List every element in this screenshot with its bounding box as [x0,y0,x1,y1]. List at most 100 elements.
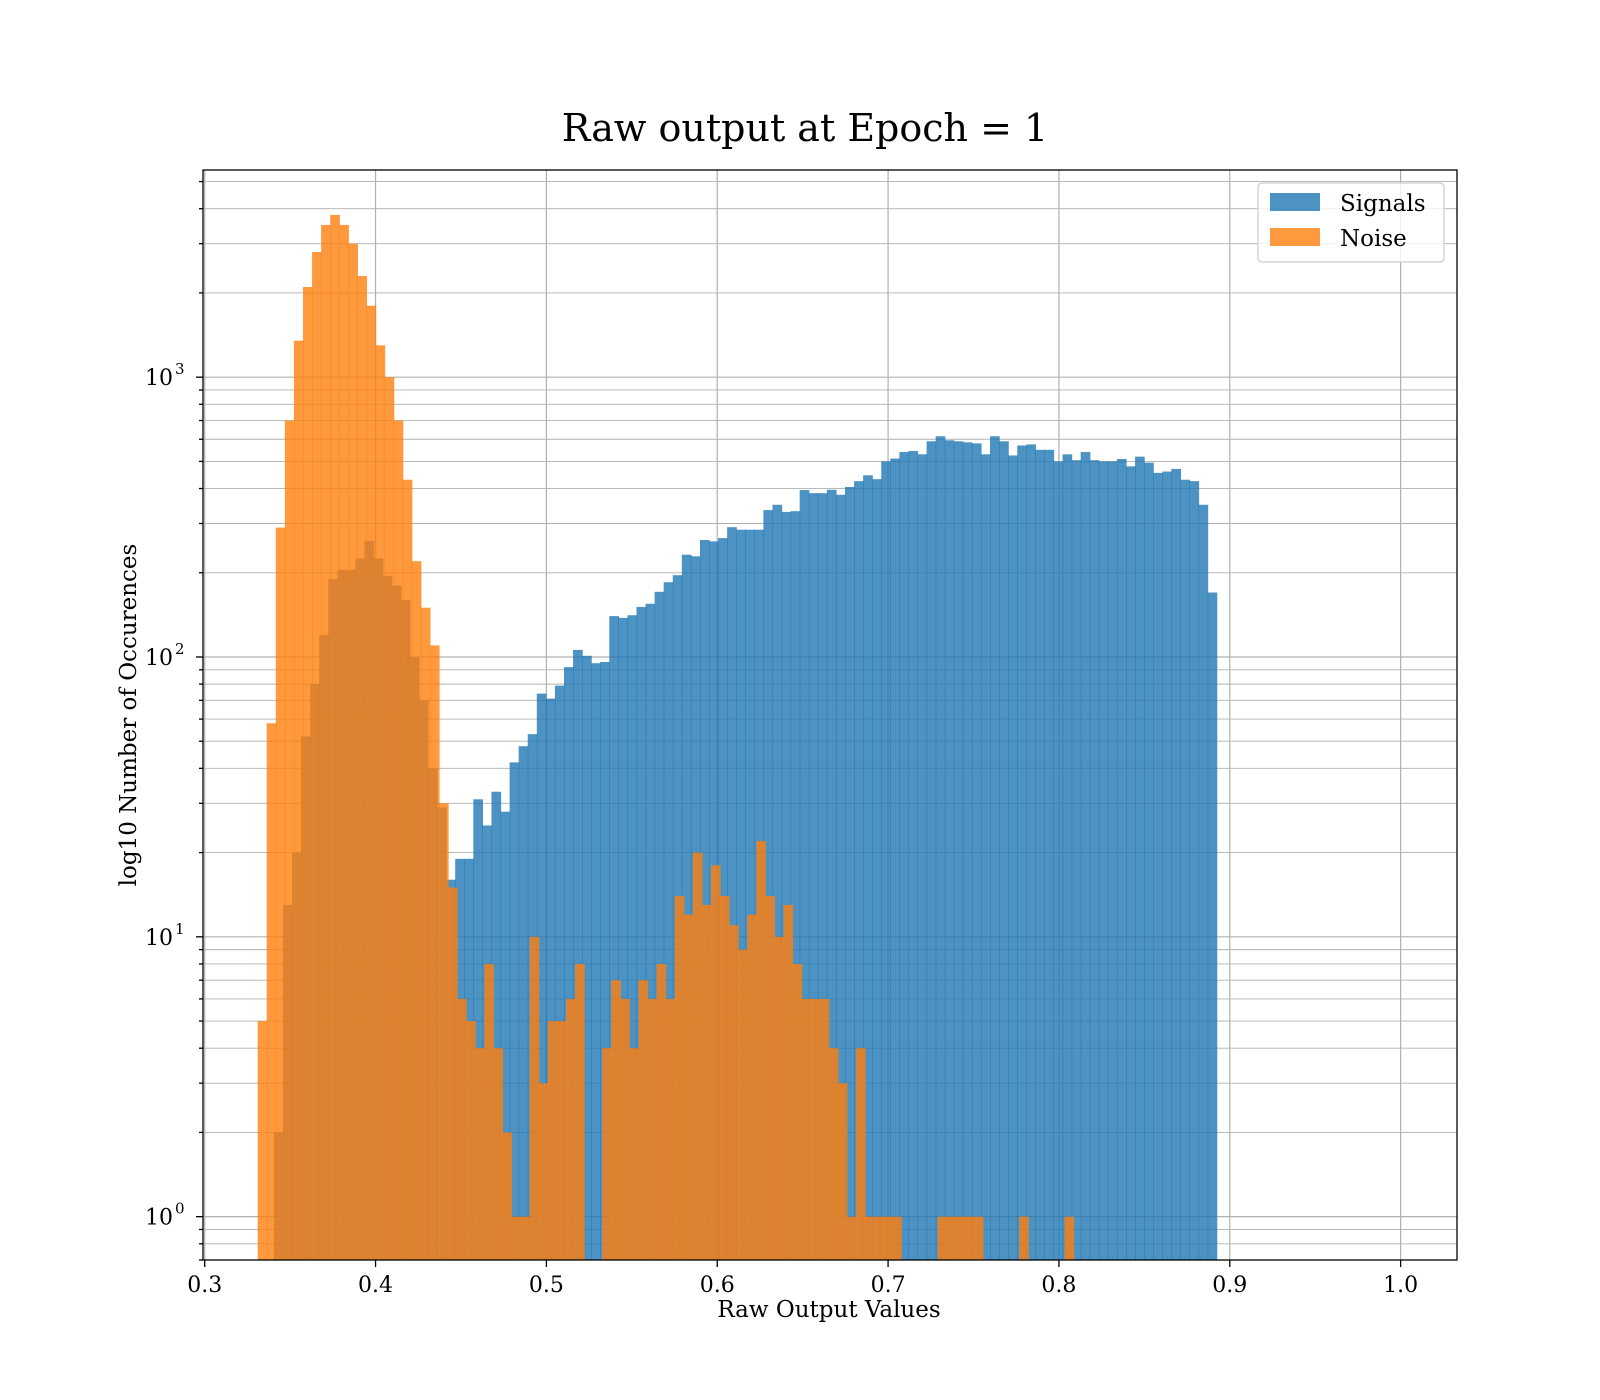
bar-noise [692,852,703,1260]
bar-signals [881,461,891,1260]
x-tick-label: 0.8 [1041,1273,1076,1298]
bar-signals [1026,444,1036,1261]
bar-signals [872,479,882,1260]
bar-signals [618,617,629,1260]
bar-noise [865,1216,875,1260]
bar-noise [284,420,295,1260]
bar-noise [683,914,694,1260]
bar-signals [1189,481,1200,1260]
bar-signals [863,475,873,1261]
bar-noise [674,895,685,1260]
x-tick-label: 0.7 [871,1273,906,1298]
bar-signals [1126,466,1136,1260]
bar-noise [556,1021,567,1260]
bar-signals [1116,459,1127,1260]
bar-signals [745,529,755,1260]
x-tick-label: 0.5 [529,1273,564,1298]
bar-noise [312,252,322,1260]
bar-signals [899,452,910,1260]
bar-signals [1053,461,1064,1260]
bar-noise [792,963,803,1260]
bar-signals [500,811,511,1260]
bar-noise [1064,1216,1075,1260]
bar-noise [828,1048,839,1260]
bar-noise [420,607,431,1260]
bar-signals [1080,452,1091,1260]
bar-noise [837,1083,848,1260]
bar-noise [665,998,676,1260]
bar-noise [710,865,721,1260]
plot-area-border [202,169,1458,1261]
bar-noise [602,1048,612,1260]
bar-signals [554,685,565,1260]
bar-signals [1135,456,1145,1261]
bar-noise [855,1048,866,1260]
bar-signals [699,539,710,1260]
bar-signals [563,667,574,1260]
bar-signals [962,442,973,1261]
bar-signals [509,762,520,1260]
y-tick-exponent: 3 [175,360,185,378]
x-tick-label: 0.6 [700,1273,735,1298]
series-noise [257,214,1075,1261]
bar-signals [980,454,991,1260]
bar-signals [727,527,737,1260]
bar-noise [429,645,440,1260]
bar-signals [790,511,801,1261]
bar-noise [330,214,340,1261]
bar-noise [293,340,304,1260]
bar-signals [1062,454,1073,1260]
x-axis-label: Raw Output Values [717,1297,940,1323]
bar-noise [647,998,658,1260]
bar-noise [348,243,358,1260]
bar-signals [944,440,955,1260]
bar-signals [999,441,1009,1261]
legend-swatch-signals [1270,193,1320,211]
bar-noise [1019,1216,1029,1260]
bar-noise [801,998,812,1260]
y-tick-exponent: 1 [175,920,185,938]
bar-noise [819,998,830,1260]
bar-noise [892,1216,902,1260]
legend-swatch-noise [1270,228,1320,246]
bar-signals [636,606,647,1260]
bar-signals [1198,504,1209,1260]
bar-noise [375,345,386,1260]
bar-noise [937,1216,948,1260]
bar-signals [1089,460,1100,1260]
bar-noise [493,1048,504,1260]
bar-noise [475,1048,485,1260]
bar-signals [917,454,928,1260]
bar-signals [591,663,601,1260]
bar-signals [1153,472,1163,1260]
bar-signals [826,489,837,1260]
bar-noise [357,275,368,1260]
bar-signals [1162,471,1172,1261]
bar-noise [529,936,540,1260]
bar-noise [384,377,395,1260]
y-tick-exponent: 0 [175,1200,185,1218]
bar-signals [663,582,674,1260]
bar-noise [719,895,730,1260]
bar-signals [582,655,592,1260]
bar-noise [964,1216,975,1260]
bar-noise [538,1083,549,1260]
bar-signals [600,661,610,1260]
bar-signals [772,504,783,1260]
bar-signals [1107,461,1118,1260]
y-tick-label: 10 [145,366,173,391]
bar-noise [402,479,413,1260]
bar-signals [799,490,810,1261]
bar-signals [1035,449,1046,1261]
bar-noise [620,998,630,1260]
bar-noise [656,963,667,1260]
bar-noise [738,949,748,1260]
bar-signals [1017,445,1027,1260]
bar-signals [609,616,619,1260]
bar-signals [781,511,792,1260]
bar-signals [935,436,946,1261]
bar-noise [765,895,775,1260]
bar-noise [946,1216,957,1260]
bar-noise [547,1021,558,1260]
